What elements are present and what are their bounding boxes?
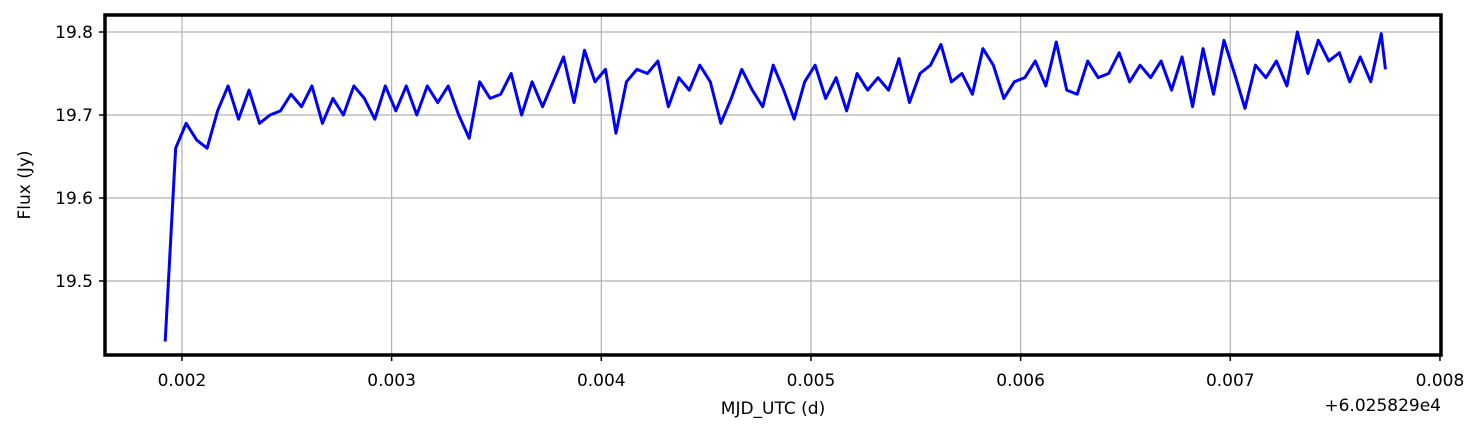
x-tick-label: 0.005 xyxy=(787,371,836,391)
y-axis-label: Flux (Jy) xyxy=(15,150,35,219)
x-tick-label: 0.003 xyxy=(367,371,416,391)
x-tick-label: 0.007 xyxy=(1206,371,1255,391)
x-tick-label: 0.006 xyxy=(996,371,1045,391)
y-tick-label: 19.8 xyxy=(55,23,93,43)
x-tick-label: 0.002 xyxy=(158,371,207,391)
y-tick-label: 19.6 xyxy=(55,189,93,209)
x-tick-label: 0.008 xyxy=(1416,371,1465,391)
plot-frame xyxy=(103,13,1443,357)
y-tick-label: 19.5 xyxy=(55,272,93,292)
data-line xyxy=(163,30,1387,342)
x-axis-label: MJD_UTC (d) xyxy=(721,399,825,419)
y-tick-label: 19.7 xyxy=(55,106,93,126)
x-offset-label: +6.025829e4 xyxy=(1324,396,1441,416)
x-tick-label: 0.004 xyxy=(577,371,626,391)
